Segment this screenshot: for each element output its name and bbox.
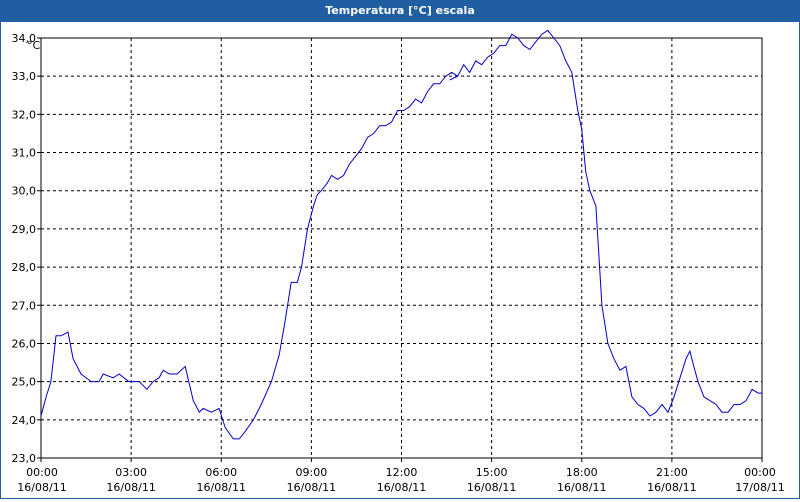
- x-tick-time-label: 21:00: [656, 466, 688, 479]
- y-tick-label: 29,0: [12, 223, 37, 236]
- chart-frame: 23,0 24,0 25,0 26,0 27,0 28,0 29,0 30,0 31,0 32,0…: [0, 22, 800, 499]
- x-tick-date-label: 16/08/11: [17, 481, 66, 494]
- x-tick-date-label: 16/08/11: [197, 481, 246, 494]
- y-tick-label: 28,0: [12, 261, 37, 274]
- temperature-series-line: [449, 29, 762, 417]
- y-tick-label: 30,0: [12, 185, 37, 198]
- x-axis-ticks: 00:00 16/08/11 03:00 16/08/11 06:00 16/08/11 0…: [17, 458, 785, 494]
- y-tick-label: 26,0: [12, 337, 37, 350]
- x-tick-time-label: 18:00: [566, 466, 598, 479]
- grid-lines: [41, 37, 762, 458]
- temperature-series-line: [40, 71, 458, 440]
- x-tick-time-label: 00:00: [744, 466, 776, 479]
- y-tick-label: 23,0: [12, 452, 37, 465]
- series-line: [40, 29, 762, 440]
- x-tick-date-label: 16/08/11: [557, 481, 606, 494]
- y-tick-label: 24,0: [12, 414, 37, 427]
- x-tick-date-label: 17/08/11: [735, 481, 784, 494]
- y-axis-ticks: 23,0 24,0 25,0 26,0 27,0 28,0 29,0 30,0 31,0 32,0…: [12, 32, 41, 465]
- y-axis-unit-label: °C: [27, 39, 41, 52]
- x-tick-time-label: 12:00: [386, 466, 418, 479]
- y-tick-label: 32,0: [12, 108, 37, 121]
- x-tick-time-label: 03:00: [115, 466, 147, 479]
- x-tick-date-label: 16/08/11: [647, 481, 696, 494]
- x-tick-time-label: 06:00: [205, 466, 237, 479]
- y-tick-label: 31,0: [12, 147, 37, 160]
- y-tick-label: 33,0: [12, 70, 37, 83]
- y-tick-label: 25,0: [12, 376, 37, 389]
- x-tick-time-label: 09:00: [296, 466, 328, 479]
- x-tick-date-label: 16/08/11: [467, 481, 516, 494]
- y-tick-label: 27,0: [12, 299, 37, 312]
- x-tick-time-label: 00:00: [26, 466, 58, 479]
- x-tick-date-label: 16/08/11: [287, 481, 336, 494]
- chart-title-bar: Temperatura [°C] escala: [0, 0, 800, 22]
- x-tick-date-label: 16/08/11: [106, 481, 155, 494]
- x-tick-date-label: 16/08/11: [377, 481, 426, 494]
- temperature-line-chart: 23,0 24,0 25,0 26,0 27,0 28,0 29,0 30,0 31,0 32,0…: [12, 29, 785, 494]
- x-tick-time-label: 15:00: [476, 466, 508, 479]
- chart-title: Temperatura [°C] escala: [325, 4, 475, 17]
- y-tick-label: 34,0: [12, 32, 37, 45]
